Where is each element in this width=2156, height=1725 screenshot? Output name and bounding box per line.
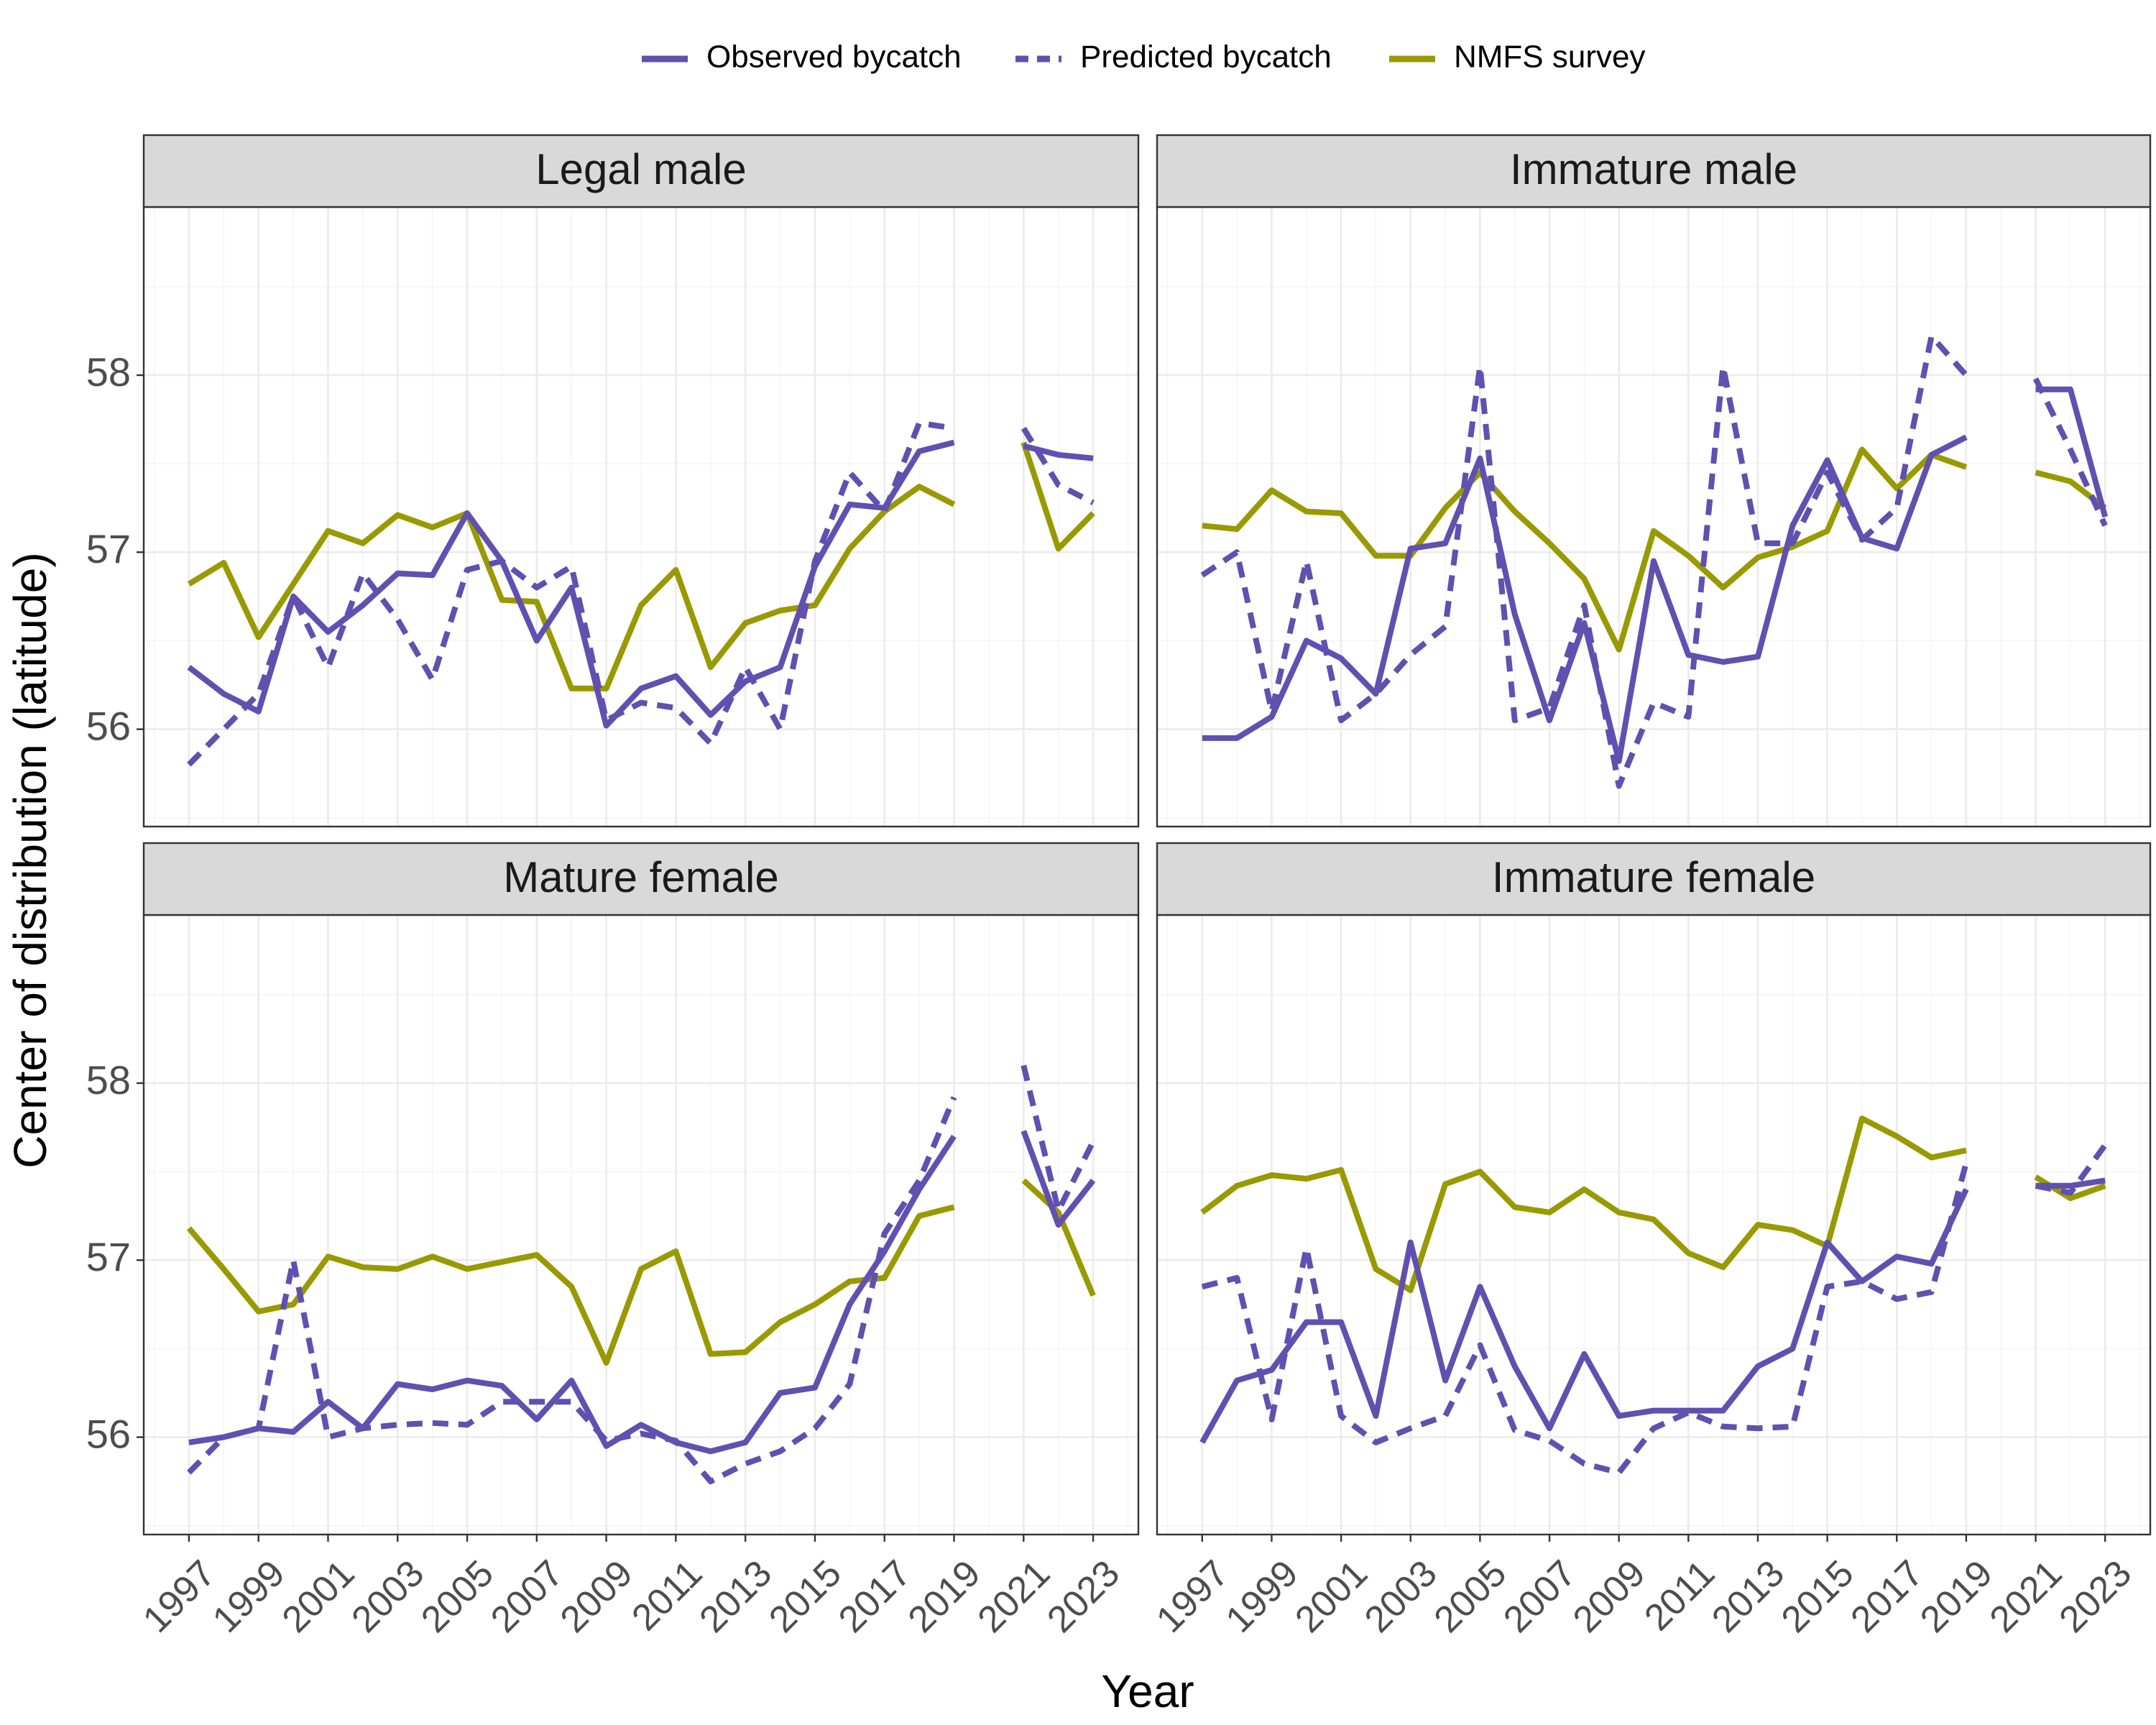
y-axis-title: Center of distribution (latitude) xyxy=(4,552,56,1168)
legend-item-observed: Observed bycatch xyxy=(642,40,962,75)
series-observed-legal-male xyxy=(187,439,1094,729)
x-tick-label: 2009 xyxy=(553,1552,641,1641)
x-tick-label: 2001 xyxy=(275,1552,363,1641)
x-tick-label: 2019 xyxy=(1912,1552,2001,1641)
x-tick-label: 2011 xyxy=(624,1552,710,1639)
panel-title: Legal male xyxy=(535,145,747,193)
panel-title: Immature female xyxy=(1492,853,1815,901)
x-axis-labels: 1997199920012003200520072009201120132015… xyxy=(135,1552,2139,1641)
x-tick-label: 2007 xyxy=(483,1552,571,1641)
series-observed-immature-female xyxy=(1199,1177,2106,1444)
x-tick-label: 2005 xyxy=(1427,1552,1515,1641)
x-tick-label: 2007 xyxy=(1496,1552,1584,1641)
legend-label-observed: Observed bycatch xyxy=(706,40,962,75)
panel-legal-male: Legal male 56 57 58 xyxy=(86,134,1140,828)
legend-label-predicted: Predicted bycatch xyxy=(1080,40,1332,75)
series-predicted-mature-female xyxy=(187,1064,1096,1485)
y-tick-label: 57 xyxy=(86,526,131,571)
legend-label-survey: NMFS survey xyxy=(1454,40,1645,75)
x-tick-label: 2013 xyxy=(1704,1552,1792,1641)
strip-legal-male xyxy=(142,134,1140,208)
x-tick-label: 2023 xyxy=(1039,1552,1128,1641)
panel-mature-female: Mature female 56 57 58 xyxy=(86,842,1140,1542)
x-tick-label: 2015 xyxy=(761,1552,849,1641)
panel-immature-male: Immature male xyxy=(1156,134,2152,828)
series-observed-immature-male xyxy=(1202,386,2109,764)
x-tick-label: 2021 xyxy=(970,1552,1059,1641)
x-tick-label: 2015 xyxy=(1774,1552,1862,1641)
y-tick-label: 56 xyxy=(86,1411,131,1456)
x-tick-label: 2001 xyxy=(1287,1552,1376,1641)
x-axis-title: Year xyxy=(1101,1665,1194,1717)
series-predicted-legal-male xyxy=(187,420,1095,767)
strip-immature-male xyxy=(1156,134,2152,208)
series-observed-mature-female xyxy=(188,1130,1096,1455)
x-tick-label: 2009 xyxy=(1565,1552,1654,1641)
y-tick-label: 56 xyxy=(86,703,131,748)
x-tick-label: 2003 xyxy=(1357,1552,1445,1641)
x-tick-label: 2003 xyxy=(344,1552,433,1641)
y-tick-label: 57 xyxy=(86,1234,131,1279)
x-tick-label: 2021 xyxy=(1982,1552,2070,1641)
panel-immature-female: Immature female xyxy=(1156,842,2152,1542)
facet-panels: Legal male 56 57 58 Immature male Mature fema… xyxy=(86,134,2152,1542)
strip-immature-female xyxy=(1156,842,2152,916)
panel-title: Mature female xyxy=(503,853,779,901)
legend-item-predicted: Predicted bycatch xyxy=(1015,40,1332,75)
panel-title: Immature male xyxy=(1510,145,1797,193)
legend: Observed bycatch Predicted bycatch NMFS su… xyxy=(642,40,1645,75)
x-tick-label: 2017 xyxy=(831,1552,919,1641)
x-tick-label: 1997 xyxy=(135,1552,224,1641)
x-tick-label: 1999 xyxy=(1218,1552,1307,1641)
y-tick-label: 58 xyxy=(86,349,131,395)
series-predicted-immature-male xyxy=(1200,333,2108,789)
x-tick-label: 2011 xyxy=(1636,1552,1723,1639)
series-survey-legal-male xyxy=(187,441,1095,691)
x-tick-label: 2013 xyxy=(691,1552,780,1641)
x-tick-label: 2023 xyxy=(2051,1552,2139,1641)
strip-mature-female xyxy=(142,842,1140,916)
x-tick-label: 1999 xyxy=(205,1552,293,1641)
series-survey-mature-female xyxy=(186,1178,1096,1366)
x-tick-label: 2019 xyxy=(900,1552,989,1641)
y-tick-label: 58 xyxy=(86,1057,131,1103)
x-tick-label: 2017 xyxy=(1843,1552,1931,1641)
legend-item-survey: NMFS survey xyxy=(1389,40,1645,75)
x-tick-label: 1997 xyxy=(1148,1552,1237,1641)
x-tick-label: 2005 xyxy=(413,1552,502,1641)
